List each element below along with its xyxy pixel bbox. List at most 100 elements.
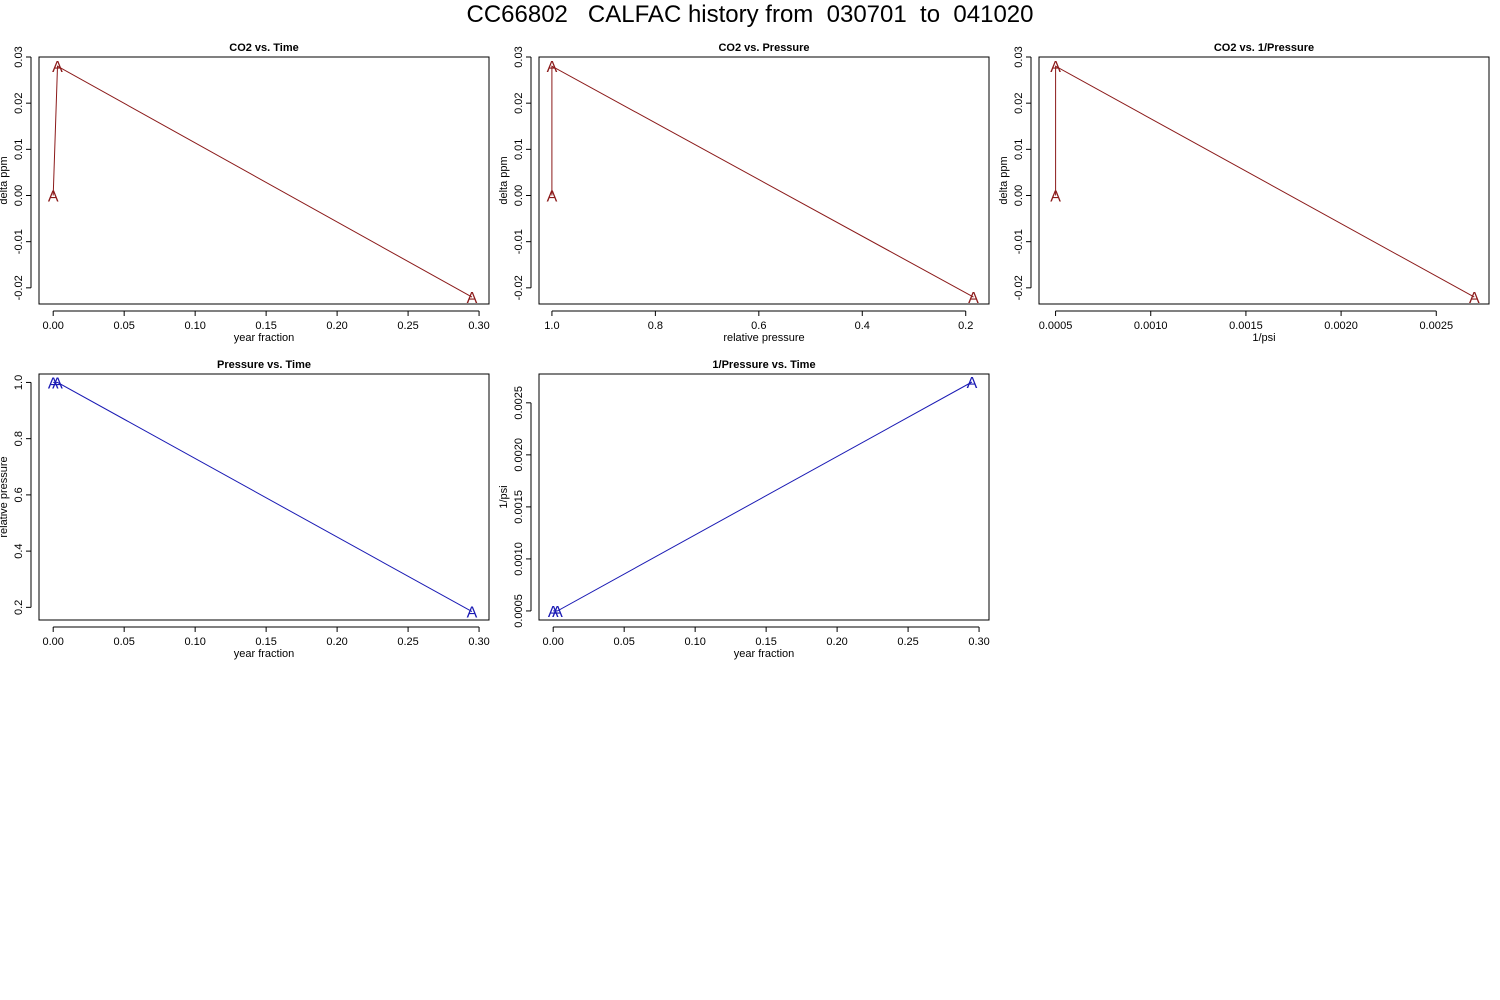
chart-co2-vs-time: CO2 vs. Time 0.00 0.05 0.10 0.15 0.20 0.25 0.30…: [0, 42, 490, 344]
y-tick-label: 0.0005: [513, 594, 525, 628]
x-tick-label: 1.0: [544, 320, 559, 332]
y-axis-label: delta ppm: [0, 156, 10, 204]
series-line: [1055, 65, 1475, 298]
y-tick-label: 0.02: [513, 92, 525, 113]
y-tick-label: 0.03: [1013, 46, 1025, 67]
x-tick-label: 0.15: [255, 320, 276, 332]
x-tick-label: 0.00: [42, 320, 63, 332]
x-tick-label: 0.00: [42, 636, 63, 648]
data-point-marker: A: [548, 604, 559, 621]
x-tick-label: 0.00: [542, 636, 563, 648]
y-tick-label: 0.02: [1013, 92, 1025, 113]
y-tick-label: 0.6: [13, 487, 25, 502]
x-tick-label: 0.20: [826, 636, 847, 648]
y-tick-label: 0.03: [13, 46, 25, 67]
x-tick-label: 0.4: [855, 320, 870, 332]
x-tick-label: 0.05: [113, 636, 134, 648]
x-tick-label: 0.25: [397, 636, 418, 648]
y-tick-label: 0.00: [13, 185, 25, 206]
y-axis-label: delta ppm: [998, 156, 1010, 204]
series-line: [551, 65, 974, 298]
chart-co2-vs-pressure: CO2 vs. Pressure 1.0 0.8 0.6 0.4 0.2 relative …: [498, 42, 990, 344]
y-tick-label: 0.03: [513, 46, 525, 67]
x-tick-label: 0.0020: [1324, 320, 1358, 332]
y-tick-label: -0.02: [513, 275, 525, 300]
y-tick-label: 0.8: [13, 431, 25, 446]
plot-frame: [38, 56, 490, 305]
chart-inv-pressure-vs-time: 1/Pressure vs. Time 0.00 0.05 0.10 0.15 0.20 0…: [498, 359, 990, 660]
chart-title: CO2 vs. Time: [229, 42, 299, 54]
y-tick-label: 0.0015: [513, 490, 525, 524]
y-tick-label: -0.01: [513, 229, 525, 254]
y-tick-label: 0.00: [513, 185, 525, 206]
x-tick-label: 0.0025: [1419, 320, 1453, 332]
data-point-marker: A: [1050, 59, 1061, 76]
x-tick-label: 0.15: [755, 636, 776, 648]
chart-title: 1/Pressure vs. Time: [712, 359, 815, 371]
data-point-marker: A: [967, 375, 978, 392]
y-tick-label: -0.02: [13, 275, 25, 300]
data-point-marker: A: [552, 604, 563, 621]
y-tick-label: 0.4: [13, 543, 25, 558]
y-tick-label: 0.02: [13, 92, 25, 113]
x-tick-label: 0.10: [684, 636, 705, 648]
series-line: [52, 65, 473, 298]
x-axis-label: year fraction: [734, 648, 795, 660]
y-axis-label: delta ppm: [498, 156, 510, 204]
x-tick-label: 0.10: [184, 320, 205, 332]
data-point-marker: A: [1050, 189, 1061, 206]
x-tick-label: 0.15: [255, 636, 276, 648]
y-tick-label: 0.00: [1013, 185, 1025, 206]
x-tick-label: 0.2: [958, 320, 973, 332]
series-line: [553, 381, 973, 612]
y-tick-label: -0.02: [1013, 275, 1025, 300]
x-tick-label: 0.30: [968, 636, 989, 648]
x-tick-label: 0.20: [326, 636, 347, 648]
x-tick-label: 0.0005: [1039, 320, 1073, 332]
data-point-marker: A: [48, 189, 59, 206]
plot-frame: [538, 373, 990, 621]
y-tick-label: -0.01: [1013, 229, 1025, 254]
plot-frame: [1038, 56, 1490, 305]
data-point-marker: A: [467, 605, 478, 622]
chart-title: Pressure vs. Time: [217, 359, 311, 371]
data-point-marker: A: [547, 189, 558, 206]
x-tick-label: 0.30: [468, 320, 489, 332]
data-point-marker: A: [48, 375, 59, 392]
x-tick-label: 0.25: [897, 636, 918, 648]
x-axis-label: year fraction: [234, 648, 295, 660]
chart-pressure-vs-time: Pressure vs. Time 0.00 0.05 0.10 0.15 0.20 0.2…: [0, 359, 490, 660]
y-tick-label: 0.2: [13, 600, 25, 615]
x-tick-label: 0.10: [184, 636, 205, 648]
x-tick-label: 0.0010: [1134, 320, 1168, 332]
series-line: [53, 381, 473, 613]
page-title: CC66802 CALFAC history from 030701 to 04…: [466, 1, 1034, 28]
x-axis-label: year fraction: [234, 332, 295, 344]
x-axis-label: relative pressure: [723, 332, 804, 344]
y-tick-label: 1.0: [13, 375, 25, 390]
y-tick-label: 0.0020: [513, 438, 525, 472]
data-point-marker: A: [1469, 290, 1480, 307]
y-axis-label: relative pressure: [0, 456, 10, 537]
y-tick-label: 0.0025: [513, 386, 525, 420]
x-tick-label: 0.25: [397, 320, 418, 332]
data-point-marker: A: [547, 59, 558, 76]
x-tick-label: 0.0015: [1229, 320, 1263, 332]
y-tick-label: 0.01: [1013, 139, 1025, 160]
y-tick-label: -0.01: [13, 229, 25, 254]
chart-title: CO2 vs. Pressure: [718, 42, 809, 54]
x-axis-label: 1/psi: [1252, 332, 1275, 344]
x-tick-label: 0.6: [751, 320, 766, 332]
data-point-marker: A: [52, 59, 63, 76]
y-tick-label: 0.0010: [513, 542, 525, 576]
y-axis-label: 1/psi: [498, 485, 510, 508]
x-tick-label: 0.8: [648, 320, 663, 332]
plot-frame: [538, 56, 990, 305]
chart-title: CO2 vs. 1/Pressure: [1214, 42, 1314, 54]
data-point-marker: A: [467, 290, 478, 307]
x-tick-label: 0.05: [613, 636, 634, 648]
x-tick-label: 0.05: [113, 320, 134, 332]
data-point-marker: A: [52, 375, 63, 392]
chart-co2-vs-inv-pressure: CO2 vs. 1/Pressure 0.0005 0.0010 0.0015 0.00…: [998, 42, 1490, 344]
